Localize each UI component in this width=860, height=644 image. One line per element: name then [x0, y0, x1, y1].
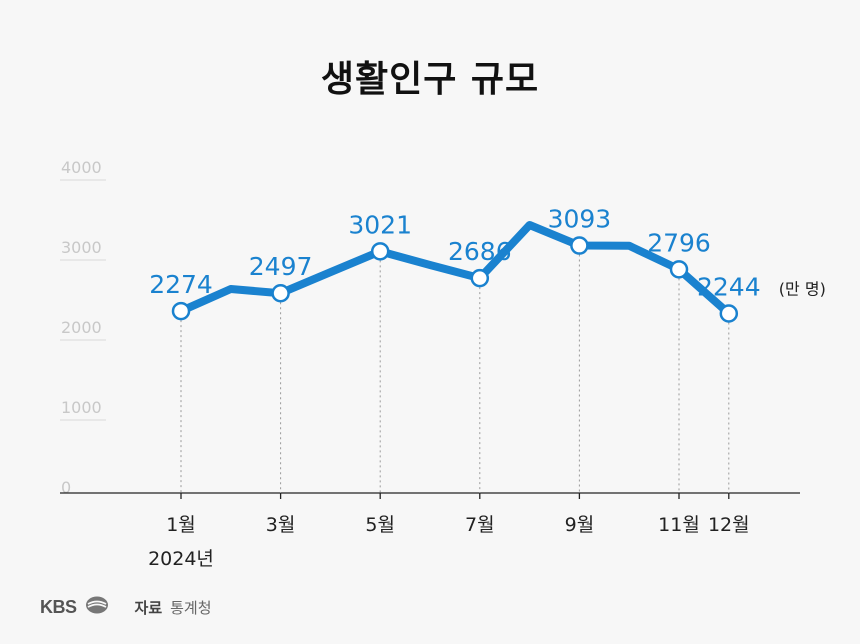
data-point [570, 236, 589, 255]
data-label: 3093 [548, 205, 612, 234]
x-tick-label: 9월 [565, 514, 595, 536]
data-label: 2497 [249, 252, 313, 281]
x-tick-label: 1월 [166, 514, 196, 536]
y-tick-label: 4000 [61, 158, 102, 177]
y-tick-label: 0 [61, 478, 71, 497]
y-tick-label: 1000 [61, 398, 102, 417]
kbs-logo-text: KBS [40, 596, 77, 617]
data-point [271, 283, 290, 303]
data-label: 2274 [149, 270, 213, 299]
data-label: 2686 [448, 237, 512, 266]
x-tick-label: 12월 [708, 514, 750, 536]
data-point [669, 260, 689, 279]
x-tick-label: 7월 [465, 514, 495, 536]
data-point [470, 268, 490, 288]
chart-title: 생활인구 규모 [320, 59, 540, 100]
x-tick-label: 3월 [266, 514, 296, 536]
x-year-label: 2024년 [148, 548, 214, 570]
source-name: 통계청 [170, 598, 212, 617]
x-tick-label: 5월 [365, 514, 395, 536]
data-point [719, 304, 739, 323]
source-label: 자료 [134, 598, 163, 617]
x-tick-label: 11월 [658, 514, 700, 536]
data-label: 3021 [348, 210, 412, 239]
data-label: 2796 [647, 228, 711, 257]
data-point [171, 301, 191, 321]
kbs-logo-icon [85, 595, 109, 619]
footer: KBS 자료 통계청 [40, 594, 212, 620]
data-label: 2244 [697, 272, 761, 301]
data-point [370, 242, 390, 261]
y-tick-label: 2000 [61, 318, 102, 337]
y-tick-label: 3000 [61, 238, 102, 257]
unit-label: (만 명) [779, 279, 826, 298]
